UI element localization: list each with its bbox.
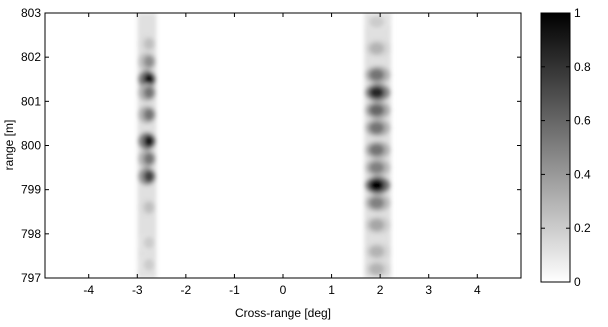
x-tick-label: 3 <box>425 283 432 297</box>
heat-cell <box>143 37 155 50</box>
heat-cell <box>143 201 155 214</box>
y-tick-label: 802 <box>21 50 41 64</box>
heatmap-cells <box>137 13 392 278</box>
target-stripe <box>364 13 392 278</box>
heat-cell <box>369 42 385 55</box>
heat-cell <box>143 258 155 271</box>
x-axis-ticks: -4 -3 -2 -1 0 1 2 3 4 <box>83 13 481 297</box>
heat-cell <box>143 236 155 249</box>
heat-cell <box>369 179 385 192</box>
heat-cell <box>369 161 385 174</box>
x-tick-label: 0 <box>280 283 287 297</box>
y-tick-label: 801 <box>21 94 41 108</box>
x-tick-label: -3 <box>132 283 143 297</box>
x-tick-label: -1 <box>229 283 240 297</box>
heat-cell <box>369 15 385 28</box>
heat-cell <box>143 135 155 148</box>
heat-cell <box>143 86 155 99</box>
x-tick-label: -4 <box>83 283 94 297</box>
y-axis-ticks: 797 798 799 800 801 802 803 <box>21 6 521 285</box>
x-tick-label: 1 <box>328 283 335 297</box>
y-tick-label: 800 <box>21 139 41 153</box>
heat-cell <box>143 108 155 121</box>
colorbar-tick-label: 0.4 <box>574 167 591 181</box>
x-tick-label: -2 <box>181 283 192 297</box>
colorbar-tick-label: 0.6 <box>574 114 591 128</box>
colorbar-tick-label: 1 <box>574 6 581 20</box>
colorbar-tick-label: 0 <box>574 275 581 289</box>
colorbar-gradient <box>541 13 570 282</box>
plot-area <box>45 13 521 278</box>
y-tick-label: 797 <box>21 271 41 285</box>
colorbar-ticks: 0 0.2 0.4 0.6 0.8 1 <box>541 6 591 289</box>
heat-cell <box>143 152 155 165</box>
x-tick-label: 4 <box>474 283 481 297</box>
heat-cell <box>143 73 155 86</box>
y-tick-label: 799 <box>21 183 41 197</box>
heat-cell <box>369 104 385 117</box>
heat-cell <box>369 219 385 231</box>
colorbar-tick-label: 0.2 <box>574 221 591 235</box>
heat-cell <box>369 245 385 258</box>
x-tick-label: 2 <box>377 283 384 297</box>
heat-cell <box>369 263 385 276</box>
y-tick-label: 798 <box>21 227 41 241</box>
y-axis-label: range [m] <box>2 120 16 171</box>
heat-cell <box>143 170 155 183</box>
x-axis-label: Cross-range [deg] <box>235 306 331 320</box>
colorbar-frame <box>540 12 571 283</box>
heat-cell <box>143 55 155 68</box>
heat-cell <box>369 121 385 134</box>
y-tick-label: 803 <box>21 6 41 20</box>
heat-cell <box>369 68 385 81</box>
heat-cell <box>369 86 385 99</box>
colorbar-tick-label: 0.8 <box>574 60 591 74</box>
heat-cell <box>369 143 385 156</box>
target-stripe <box>137 13 157 278</box>
heat-cell <box>369 196 385 209</box>
